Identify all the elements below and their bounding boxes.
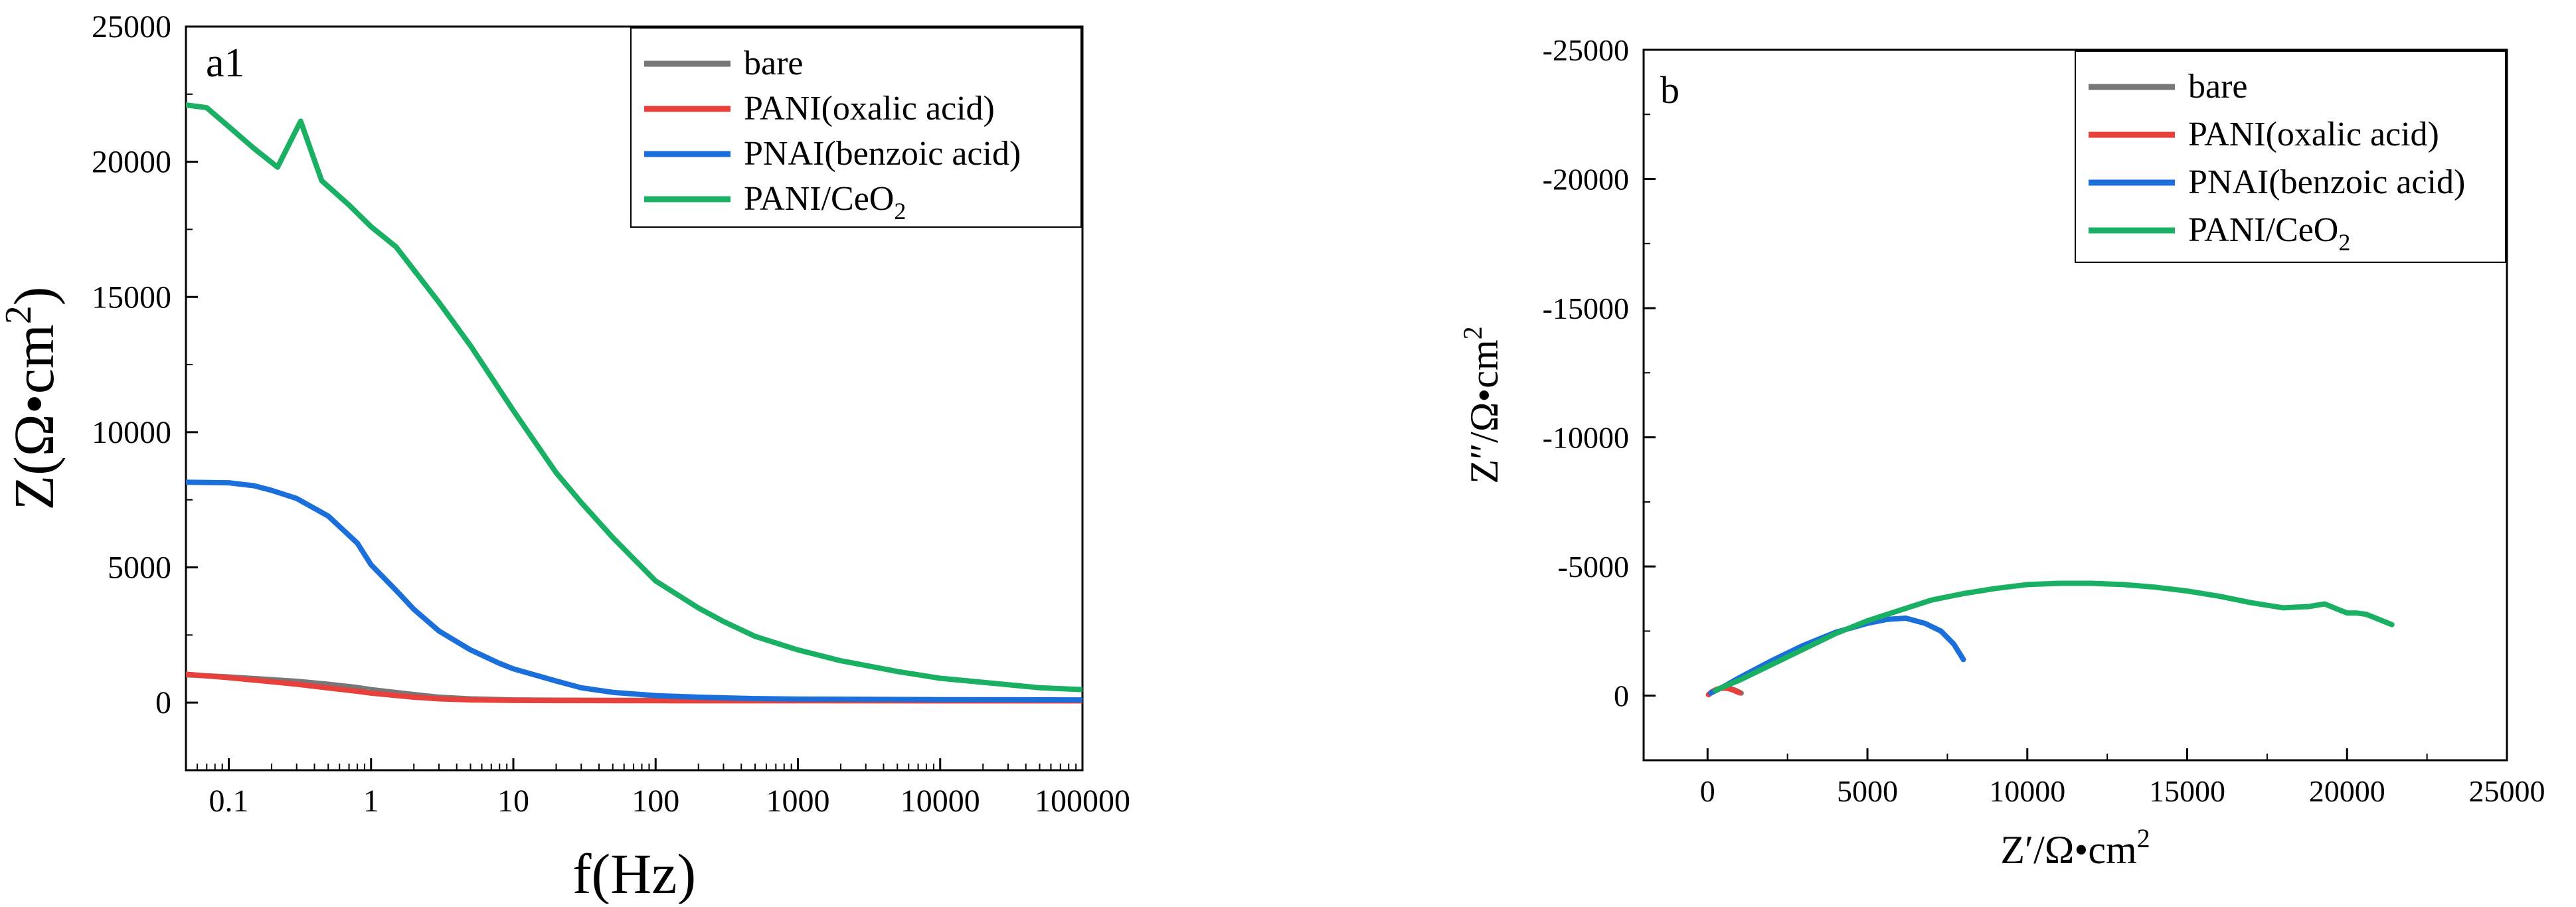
- legend-label-subscript: 2: [894, 198, 906, 224]
- chart-b: 0 5000 10000 15000 20000 25000 0 -5000 -10000 -15…: [1458, 33, 2545, 872]
- legend-label-text: PANI/CeO: [2188, 211, 2338, 249]
- legend-label: bare: [2188, 68, 2247, 106]
- x-tick-label: 25000: [2469, 774, 2545, 808]
- legend-label-text: bare: [744, 44, 803, 82]
- series-group: [186, 102, 1082, 704]
- y-axis-title: Z(Ω•cm2): [0, 287, 66, 511]
- y-axis-title-tail: ): [2, 287, 66, 306]
- y-tick-label: -20000: [1543, 163, 1629, 197]
- x-tick-label: 10000: [1989, 774, 2065, 808]
- legend-label: bare: [744, 44, 803, 82]
- y-tick-label: -5000: [1558, 550, 1629, 584]
- y-tick-label: 5000: [108, 550, 171, 586]
- x-tick-label: 1000: [766, 783, 829, 819]
- y-tick-label: 15000: [92, 280, 171, 315]
- x-axis-title: f(Hz): [572, 842, 696, 904]
- y-tick-label: -10000: [1543, 421, 1629, 455]
- legend-label: PANI/CeO2: [744, 180, 906, 224]
- x-tick-label: 10000: [901, 783, 980, 819]
- legend-label-text: PNAI(benzoic acid): [2188, 163, 2465, 201]
- y-axis-title-main: Z(Ω•cm: [2, 324, 66, 510]
- legend-label-text: PANI/CeO: [744, 180, 894, 218]
- y-tick-label: -25000: [1543, 33, 1629, 67]
- panel-label: b: [1660, 68, 1679, 112]
- legend-label: PANI/CeO2: [2188, 211, 2350, 256]
- x-tick-label: 1: [363, 783, 379, 819]
- plot-frame: [1642, 48, 2508, 762]
- x-tick-label: 0: [1700, 774, 1715, 808]
- legend-label-text: PNAI(benzoic acid): [744, 135, 1021, 173]
- legend-label-subscript: 2: [2338, 229, 2350, 256]
- x-tick-label: 10: [497, 783, 529, 819]
- panel-label: a1: [206, 41, 245, 86]
- y-axis-title: Z″/Ω•cm2: [1458, 326, 1506, 483]
- legend-label: PNAI(benzoic acid): [2188, 163, 2465, 201]
- legend-label-text: bare: [2188, 68, 2247, 106]
- legend-label: PANI(oxalic acid): [2188, 116, 2439, 153]
- legend-label-text: PANI(oxalic acid): [2188, 116, 2439, 153]
- series-line-2: [1708, 616, 1966, 696]
- x-tick-label: 15000: [2149, 774, 2225, 808]
- legend-label: PANI(oxalic acid): [744, 90, 995, 127]
- series-group: [1705, 580, 2395, 698]
- series-line-3: [1713, 580, 2395, 693]
- y-axis-title-sup: 2: [1458, 326, 1488, 339]
- y-tick-label: 20000: [92, 145, 171, 180]
- legend-label-text: PANI(oxalic acid): [744, 90, 995, 127]
- x-tick-label: 5000: [1837, 774, 1898, 808]
- chart-a1: 0.1 1 10 100 1000 10000 100000 0 5000 10000 15000 2…: [0, 9, 1130, 906]
- x-tick-label: 20000: [2309, 774, 2385, 808]
- series-line-3: [186, 102, 1082, 693]
- x-tick-label: 100: [632, 783, 679, 819]
- x-tick-label: 100000: [1035, 783, 1130, 819]
- legend-label: PNAI(benzoic acid): [744, 135, 1021, 173]
- x-axis-title: Z′/Ω•cm2: [2000, 823, 2150, 872]
- series-line-2: [186, 479, 1082, 703]
- x-axis-title-sup: 2: [2137, 823, 2150, 853]
- x-axis-title-main: Z′/Ω•cm: [2000, 828, 2136, 872]
- y-tick-label: 10000: [92, 415, 171, 450]
- y-axis-title-main: Z″/Ω•cm: [1462, 339, 1506, 483]
- y-tick-label: 25000: [92, 9, 171, 44]
- y-tick-label: 0: [1614, 679, 1629, 713]
- y-tick-label: -15000: [1543, 291, 1629, 325]
- y-tick-label: 0: [155, 685, 171, 720]
- x-tick-label: 0.1: [209, 783, 248, 819]
- y-axis-title-sup: 2: [0, 305, 39, 324]
- series-line-1: [186, 671, 1082, 704]
